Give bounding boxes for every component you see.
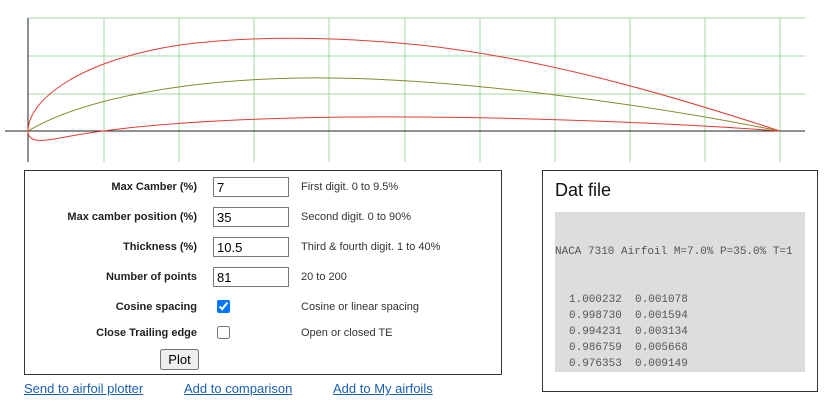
camber-line	[27, 77, 781, 132]
field-hint: First digit. 0 to 9.5%	[301, 181, 399, 193]
field-label: Close Trailing edge	[96, 327, 197, 339]
field-hint: 20 to 200	[301, 271, 347, 283]
field-hint: Open or closed TE	[301, 327, 393, 339]
field-label: Number of points	[105, 271, 197, 283]
form-row: Thickness (%) Third & fourth digit. 1 to…	[25, 237, 501, 259]
dat-line: 0.976353 0.009149	[569, 358, 688, 370]
plot-button[interactable]: Plot	[160, 349, 199, 370]
close-te-checkbox[interactable]	[217, 326, 230, 339]
form-row: Max camber position (%) Second digit. 0 …	[25, 207, 501, 229]
panel-title: Dat file	[555, 180, 612, 200]
link[interactable]: Add to comparison	[184, 381, 293, 396]
dat-content: NACA 7310 Airfoil M=7.0% P=35.0% T=1 1.0…	[555, 212, 805, 372]
max-camber-input[interactable]	[213, 177, 289, 197]
field-label: Thickness (%)	[123, 241, 197, 253]
field-hint: Third & fourth digit. 1 to 40%	[301, 241, 441, 253]
lower-surface	[27, 116, 781, 141]
camber-position-input[interactable]	[213, 207, 289, 227]
form-row: Max Camber (%) First digit. 0 to 9.5%	[25, 177, 501, 199]
field-label: Max camber position (%)	[67, 211, 197, 223]
cosine-checkbox[interactable]	[217, 300, 230, 313]
form-row: Close Trailing edge Open or closed TE	[25, 323, 501, 345]
grid	[28, 17, 805, 162]
dat-line: 0.998730 0.001594	[569, 310, 688, 322]
dat-file-panel: Dat file NACA 7310 Airfoil M=7.0% P=35.0…	[542, 170, 818, 392]
form-row: Number of points 20 to 200	[25, 267, 501, 289]
upper-surface	[27, 37, 781, 132]
field-label: Max Camber (%)	[111, 181, 197, 193]
dat-line: 0.994231 0.003134	[569, 326, 688, 338]
airfoil-form: Max Camber (%) First digit. 0 to 9.5% Ma…	[24, 170, 502, 375]
dat-line: 0.986759 0.005668	[569, 342, 688, 354]
thickness-input[interactable]	[213, 237, 289, 257]
form-row: Cosine spacing Cosine or linear spacing	[25, 297, 501, 319]
field-hint: Cosine or linear spacing	[301, 301, 420, 313]
dat-line: 1.000232 0.001078	[569, 294, 688, 306]
points-input[interactable]	[213, 267, 289, 287]
airfoil-plot	[5, 17, 805, 162]
dat-header: NACA 7310 Airfoil M=7.0% P=35.0% T=1	[555, 246, 793, 258]
field-label: Cosine spacing	[115, 301, 197, 313]
link[interactable]: Send to airfoil plotter	[24, 381, 144, 396]
link[interactable]: Add to My airfoils	[333, 381, 433, 396]
field-hint: Second digit. 0 to 90%	[301, 211, 412, 223]
